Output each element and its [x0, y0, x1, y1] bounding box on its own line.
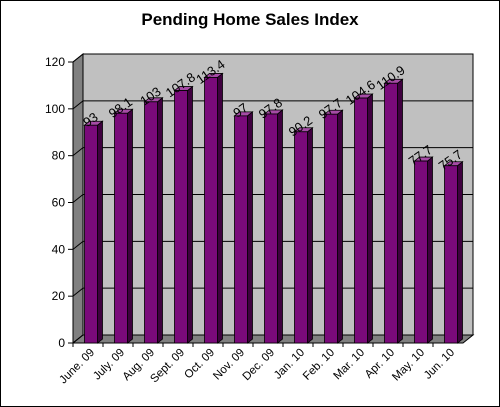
bar [324, 113, 338, 344]
bar-side [187, 85, 193, 344]
bar-side [337, 109, 343, 344]
y-tick-label: 60 [52, 196, 66, 210]
bar [234, 115, 248, 344]
bar [264, 113, 278, 344]
y-tick-label: 80 [52, 149, 66, 163]
x-tick-label: Feb. 10 [301, 347, 337, 383]
data-label: 97 [230, 100, 250, 121]
x-tick-label: May. 10 [390, 347, 427, 384]
y-tick-label: 120 [45, 55, 65, 69]
bar [384, 82, 398, 344]
x-tick-label: Mar. 10 [332, 347, 368, 383]
bar-side [457, 160, 463, 344]
bar [414, 160, 428, 344]
bar-side [217, 72, 223, 344]
chart-title: Pending Home Sales Index [141, 10, 359, 29]
bar [444, 165, 458, 344]
bar-side [157, 96, 163, 344]
bar [84, 124, 98, 344]
bar-side [427, 156, 433, 344]
bar-side [97, 120, 103, 344]
bar-side [307, 126, 313, 344]
gridline-depth [72, 147, 84, 157]
y-tick-label: 40 [52, 242, 66, 256]
bar-side [397, 78, 403, 344]
bar [114, 112, 128, 344]
y-tick-label: 0 [58, 336, 65, 350]
bar-side [247, 111, 253, 344]
x-tick-label: Dec. 09 [241, 347, 278, 384]
x-tick-label: June. 09 [57, 347, 97, 387]
gridline-depth [72, 100, 84, 110]
gridline-depth [72, 240, 84, 250]
gridline-depth [72, 287, 84, 297]
x-tick-label: Jun. 10 [422, 347, 457, 382]
bar-side [127, 108, 133, 344]
bar-side [367, 93, 373, 344]
data-label: 93 [80, 109, 100, 130]
bar [294, 131, 308, 344]
bar [354, 97, 368, 344]
bar [174, 90, 188, 344]
y-tick-label: 20 [52, 289, 66, 303]
y-tick-label: 100 [45, 102, 65, 116]
bar-side [277, 109, 283, 344]
gridline-depth [72, 334, 84, 344]
x-tick-label: Jan. 10 [272, 347, 307, 382]
gridline-depth [72, 53, 84, 63]
gridline-depth [72, 194, 84, 203]
bar [204, 77, 218, 344]
bar [144, 101, 158, 344]
